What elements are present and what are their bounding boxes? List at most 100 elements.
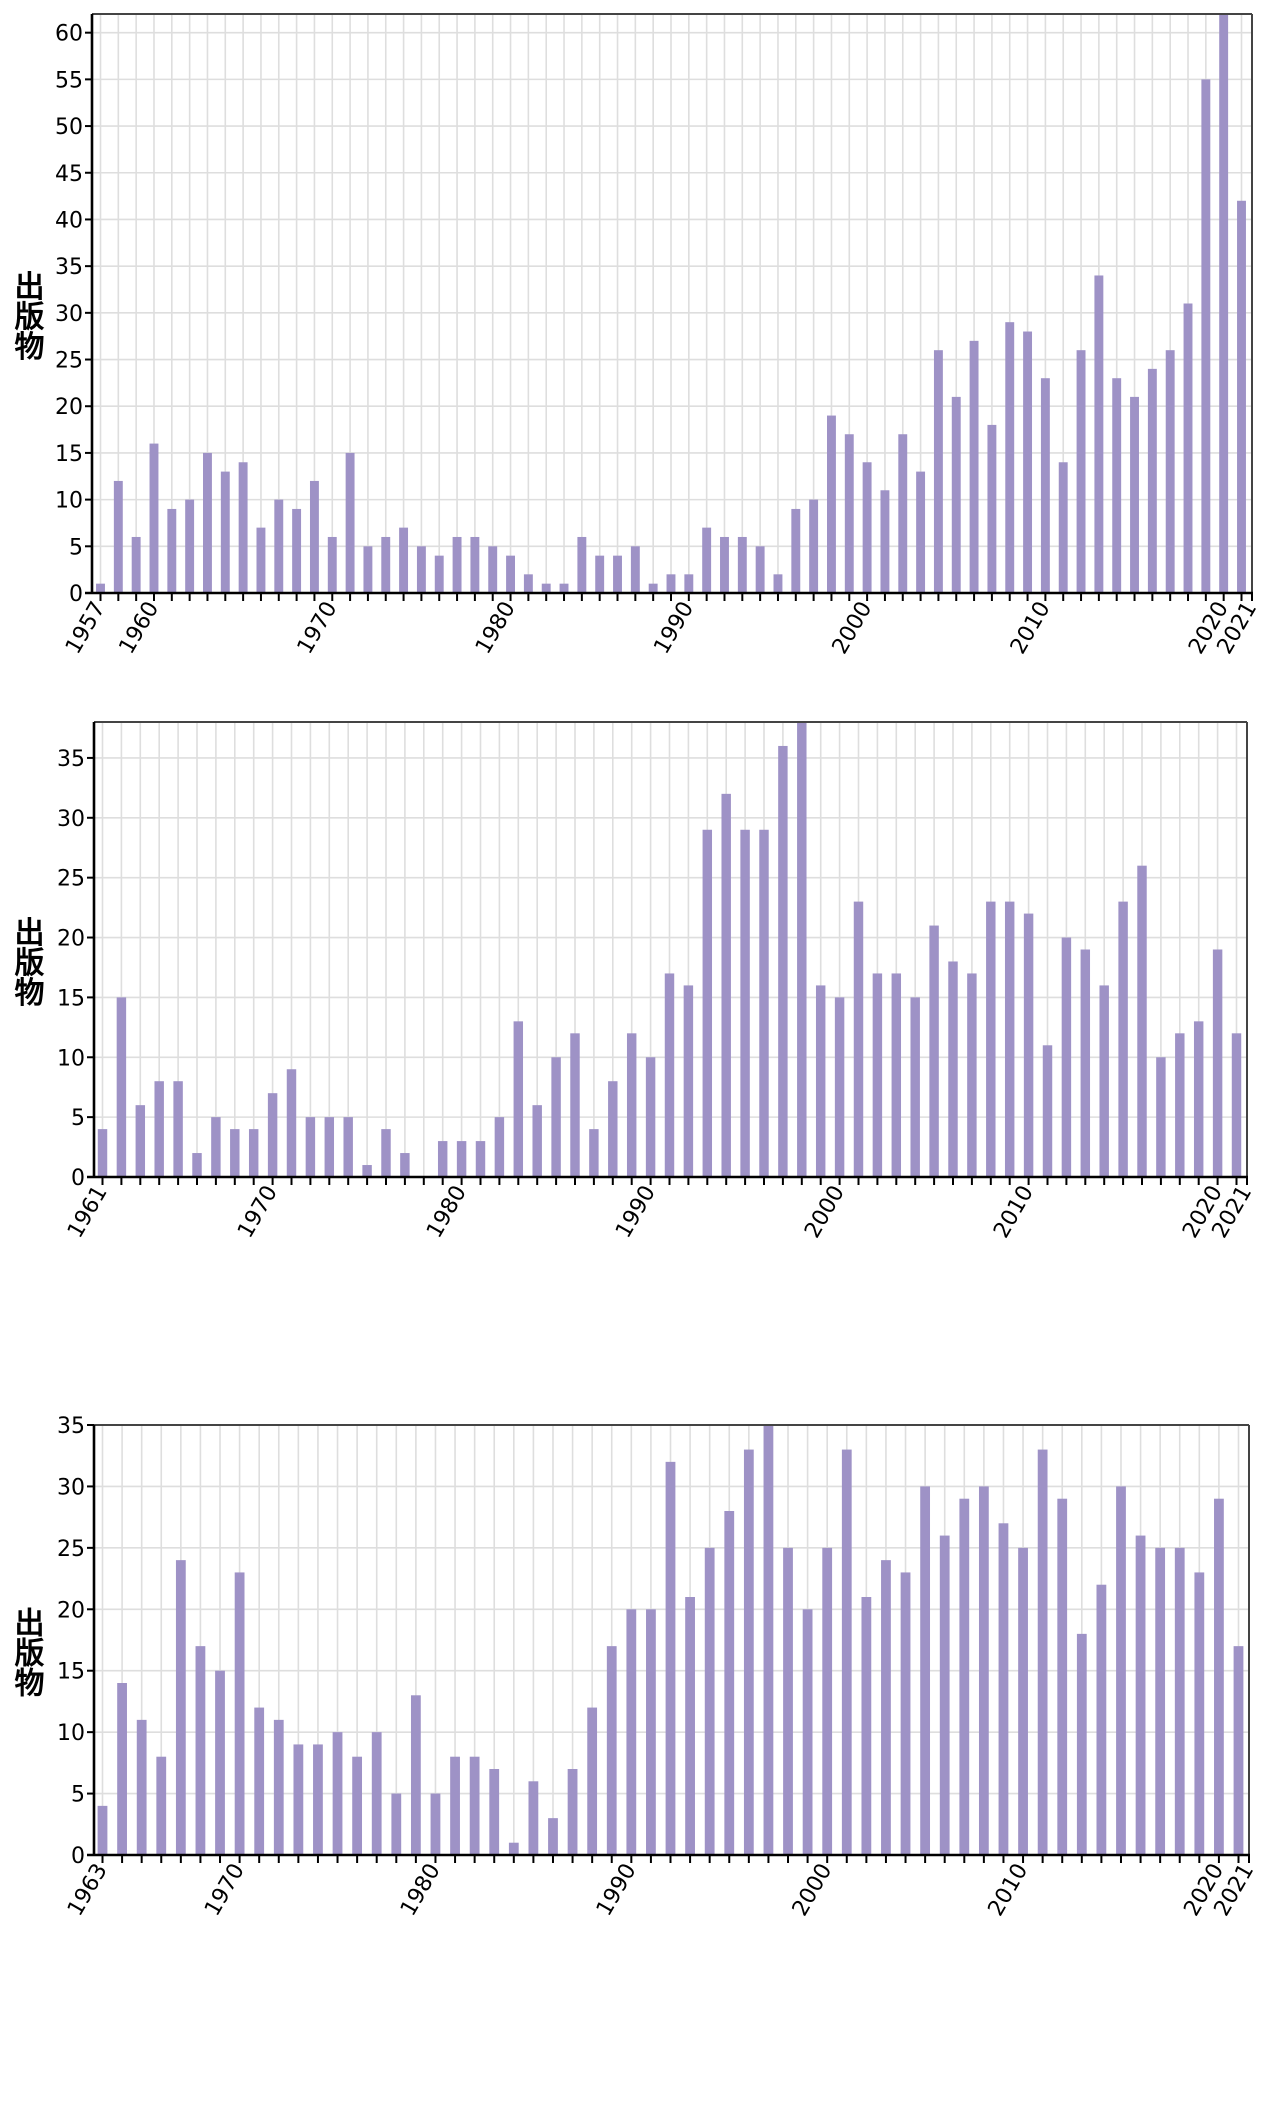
x-tick-label: 2010 xyxy=(1006,598,1056,659)
x-tick-label: 1990 xyxy=(649,598,699,659)
bar-1981 xyxy=(523,574,533,593)
y-tick-label: 20 xyxy=(57,927,85,952)
bar-1980 xyxy=(430,1793,441,1855)
bar-2012 xyxy=(1076,350,1086,593)
bar-1993 xyxy=(702,829,713,1177)
bar-1967 xyxy=(175,1560,186,1855)
bar-1963 xyxy=(97,1805,108,1855)
bar-2019 xyxy=(1194,1572,1205,1855)
y-tick-label: 45 xyxy=(55,162,83,187)
bar-1973 xyxy=(381,536,391,593)
bar-2001 xyxy=(853,901,864,1177)
bar-2000 xyxy=(834,997,845,1177)
bar-2007 xyxy=(959,1498,970,1855)
bar-2002 xyxy=(872,973,883,1177)
y-tick-label: 30 xyxy=(55,302,83,327)
bar-1974 xyxy=(343,1117,353,1177)
bar-2011 xyxy=(1042,1045,1053,1177)
bars xyxy=(97,1425,1244,1855)
bar-2020 xyxy=(1219,14,1229,593)
bar-2006 xyxy=(939,1535,950,1855)
bar-1965 xyxy=(136,1719,147,1855)
bar-1965 xyxy=(238,462,248,593)
bar-2013 xyxy=(1094,275,1104,593)
bar-2003 xyxy=(881,1560,891,1855)
bar-1967 xyxy=(211,1117,221,1177)
bar-1965 xyxy=(173,1081,183,1177)
x-tick-label: 2010 xyxy=(989,1182,1039,1243)
bar-2015 xyxy=(1118,901,1128,1177)
bar-1983 xyxy=(513,1021,524,1177)
bar-2019 xyxy=(1201,79,1211,594)
bar-1971 xyxy=(254,1707,265,1855)
x-tick-label: 2000 xyxy=(800,1182,850,1243)
bar-1987 xyxy=(630,546,640,593)
y-tick-label: 5 xyxy=(71,1106,85,1131)
bar-2007 xyxy=(987,424,997,593)
y-axis-title: 出版物 xyxy=(9,1607,45,1697)
bar-1979 xyxy=(437,1141,448,1177)
y-tick-label: 40 xyxy=(55,208,83,233)
bar-1998 xyxy=(827,415,836,593)
bar-2018 xyxy=(1175,1033,1185,1177)
bar-1982 xyxy=(469,1756,480,1855)
bar-2018 xyxy=(1174,1547,1185,1855)
bar-1984 xyxy=(532,1105,542,1177)
bar-2011 xyxy=(1037,1449,1048,1855)
bar-1977 xyxy=(371,1732,382,1855)
bar-1968 xyxy=(230,1129,240,1177)
bar-1993 xyxy=(737,536,747,593)
y-axis-title: 出版物 xyxy=(9,917,45,1007)
y-tick-label: 55 xyxy=(55,68,83,93)
bar-1959 xyxy=(131,536,141,593)
bar-2003 xyxy=(916,471,926,593)
y-tick-label: 15 xyxy=(57,986,85,1011)
y-tick-label: 25 xyxy=(57,867,85,892)
y-tick-label: 0 xyxy=(69,582,83,607)
y-tick-label: 10 xyxy=(57,1046,85,1071)
bar-2009 xyxy=(998,1523,1009,1855)
bar-1992 xyxy=(720,536,729,593)
y-axis-title: 出版物 xyxy=(9,271,45,361)
bar-1984 xyxy=(577,536,587,593)
bar-2011 xyxy=(1058,462,1068,593)
bar-2010 xyxy=(1018,1547,1028,1855)
bar-1988 xyxy=(587,1707,598,1855)
bar-1985 xyxy=(551,1057,561,1177)
bar-2006 xyxy=(969,340,979,593)
bar-1964 xyxy=(117,1683,127,1855)
y-tick-label: 10 xyxy=(57,1721,85,1746)
bar-2010 xyxy=(1023,913,1034,1177)
bar-2013 xyxy=(1076,1633,1087,1855)
bar-1972 xyxy=(273,1719,284,1855)
bar-1998 xyxy=(797,722,807,1177)
bar-1961 xyxy=(97,1129,108,1177)
bar-2004 xyxy=(900,1572,911,1855)
x-tick-label: 1980 xyxy=(471,598,521,659)
bar-2001 xyxy=(841,1449,852,1855)
y-tick-label: 5 xyxy=(71,1783,85,1808)
bar-1997 xyxy=(763,1425,774,1855)
y-tick-label: 60 xyxy=(55,22,83,47)
bar-1993 xyxy=(685,1597,695,1855)
bar-1964 xyxy=(220,471,230,593)
bar-1976 xyxy=(352,1756,363,1855)
bar-2015 xyxy=(1130,396,1139,593)
x-tick-label: 1970 xyxy=(293,598,343,659)
y-tick-label: 50 xyxy=(55,115,83,140)
bar-1989 xyxy=(626,1033,637,1177)
bar-1987 xyxy=(567,1769,578,1855)
bar-1982 xyxy=(494,1117,505,1177)
bar-2020 xyxy=(1214,1498,1224,1855)
bar-1982 xyxy=(541,583,551,593)
bar-2003 xyxy=(891,973,902,1177)
bar-1970 xyxy=(327,536,337,593)
bar-1975 xyxy=(362,1165,372,1177)
bar-1973 xyxy=(324,1117,335,1177)
y-tick-label: 35 xyxy=(55,255,83,280)
bar-1992 xyxy=(665,1461,676,1855)
bar-1981 xyxy=(450,1756,460,1855)
